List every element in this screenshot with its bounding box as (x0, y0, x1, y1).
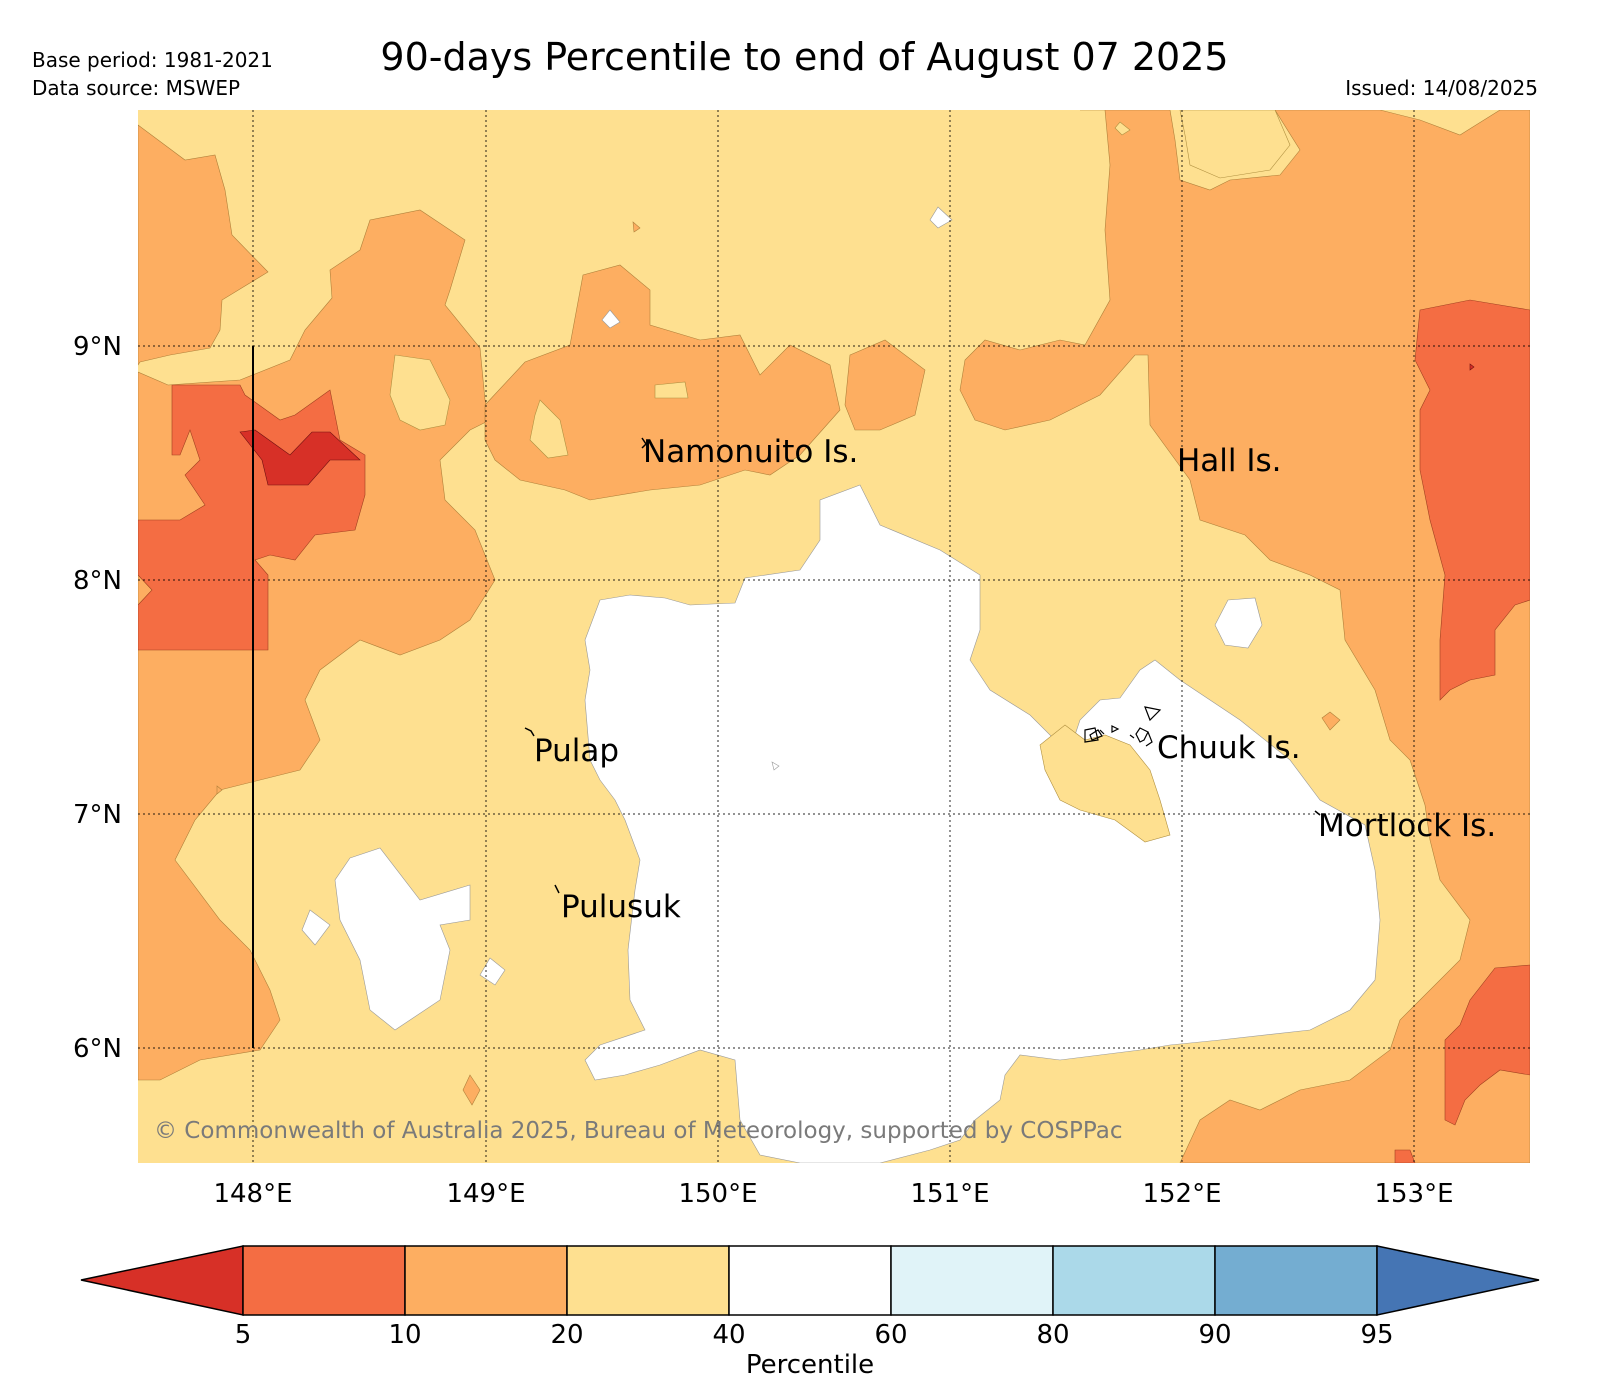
colorbar-tick-label: 20 (550, 1320, 583, 1350)
percentile-10-20-region (959, 110, 1530, 1163)
colorbar-tick-label: 95 (1360, 1320, 1393, 1350)
colorbar-label: Percentile (746, 1350, 874, 1380)
chuuk-island-outlines (1084, 706, 1162, 747)
place-label-pulusuk: Pulusuk (561, 889, 681, 925)
colorbar-bin-10-20 (404, 1245, 568, 1316)
colorbar-tick-label: 40 (712, 1320, 745, 1350)
percentile-5-10-region (1414, 299, 1530, 701)
pulap-marker (524, 727, 535, 737)
map-plot-area (138, 110, 1530, 1163)
namonuito-marker (641, 437, 647, 449)
percentile-5-10-region (1444, 964, 1530, 1126)
lat-tick-label: 9°N (73, 332, 122, 362)
place-label-pulap: Pulap (534, 733, 619, 769)
percentile-40-60-region (601, 309, 621, 329)
base-period-text: Base period: 1981-2021 (32, 48, 273, 72)
place-label-hall: Hall Is. (1177, 443, 1282, 479)
issued-text: Issued: 14/08/2025 (1345, 76, 1538, 100)
percentile-20-40-region (529, 399, 569, 459)
percentile-10-20-region (462, 1074, 481, 1106)
percentile-20-40-region (1114, 121, 1131, 136)
colorbar-below-5-arrow (80, 1245, 244, 1316)
percentile-10-20-region (138, 124, 269, 366)
percentile-40-60-region (479, 957, 506, 986)
place-label-chuuk: Chuuk Is. (1157, 730, 1301, 766)
colorbar-bin-40-60 (728, 1245, 892, 1316)
colorbar-bin-60-80 (890, 1245, 1054, 1316)
percentile-40-60-region (584, 484, 1381, 1163)
colorbar-above-95-arrow (1376, 1245, 1540, 1316)
reef-marker (1469, 363, 1475, 371)
colorbar-bin-5-10 (242, 1245, 406, 1316)
pulusuk-marker (554, 884, 560, 894)
percentile-10-20-region (484, 264, 841, 501)
percentile-20-40-region (1039, 724, 1171, 843)
percentile-40-60-region (301, 909, 331, 946)
colorbar-tick-label: 10 (388, 1320, 421, 1350)
lon-tick-label: 150°E (678, 1179, 757, 1209)
reef-marker (771, 761, 780, 771)
lon-tick-label: 153°E (1374, 1179, 1453, 1209)
percentile-20-40-region (1179, 110, 1291, 179)
lon-tick-label: 148°E (213, 1179, 292, 1209)
reef-marker (216, 785, 223, 795)
lat-tick-label: 8°N (73, 566, 122, 596)
colorbar-bin-80-90 (1052, 1245, 1216, 1316)
percentile-10-20-region (844, 339, 926, 431)
mortlock-marker (1314, 810, 1321, 816)
copyright-watermark: © Commonwealth of Australia 2025, Bureau… (154, 1118, 1123, 1144)
data-source-text: Data source: MSWEP (32, 76, 241, 100)
lon-tick-label: 152°E (1142, 1179, 1221, 1209)
colorbar-tick-label: 60 (874, 1320, 907, 1350)
colorbar-tick-label: 5 (235, 1320, 252, 1350)
place-label-namonuito: Namonuito Is. (643, 434, 858, 470)
percentile-10-20-region (1321, 711, 1341, 731)
percentile-40-60-region (929, 206, 953, 229)
island-markers (524, 437, 1321, 894)
place-label-mortlock: Mortlock Is. (1318, 808, 1496, 844)
percentile-5-10-region (1394, 1149, 1416, 1163)
reef-marker (632, 221, 641, 233)
percentile-below-5-region (239, 429, 361, 486)
percentile-40-60-region (1214, 597, 1263, 649)
lat-tick-label: 6°N (73, 1034, 122, 1064)
colorbar (80, 1245, 1540, 1316)
graticule (138, 110, 1530, 1163)
lon-tick-label: 151°E (910, 1179, 989, 1209)
lon-tick-label: 149°E (446, 1179, 525, 1209)
percentile-20-40-region (389, 354, 451, 431)
lat-tick-label: 7°N (73, 800, 122, 830)
percentile-40-60-region (334, 847, 471, 1031)
percentile-20-40-region (654, 381, 689, 399)
colorbar-bin-20-40 (566, 1245, 730, 1316)
colorbar-tick-label: 90 (1198, 1320, 1231, 1350)
colorbar-bin-90-95 (1214, 1245, 1378, 1316)
colorbar-tick-label: 80 (1036, 1320, 1069, 1350)
map-title: 90-days Percentile to end of August 07 2… (380, 35, 1229, 79)
